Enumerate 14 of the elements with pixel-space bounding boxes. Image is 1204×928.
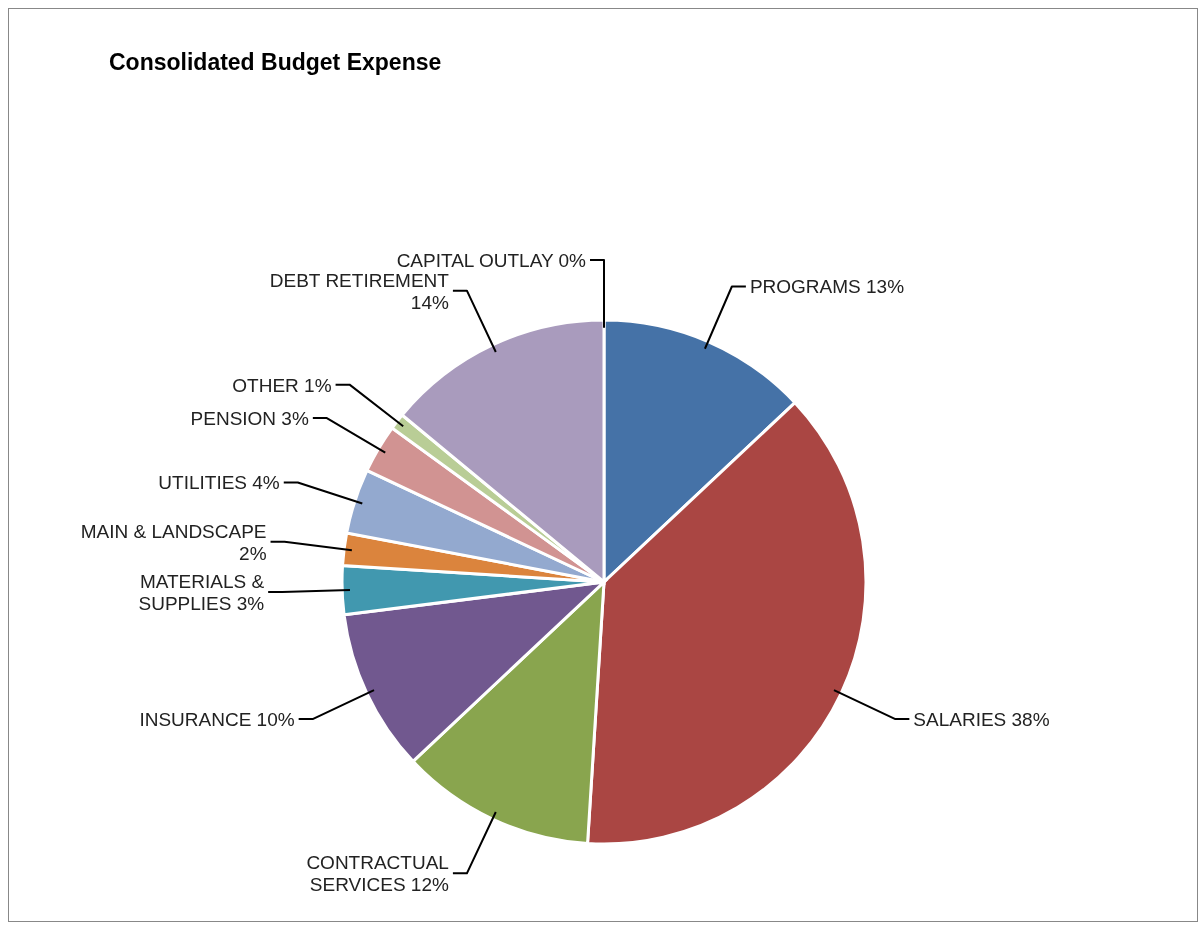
slice-label: SALARIES 38% — [913, 708, 1050, 730]
chart-title: Consolidated Budget Expense — [109, 49, 442, 76]
data-label: 14% — [410, 291, 449, 313]
slice-label: UTILITIES 4% — [158, 472, 280, 493]
slice-label: OTHER 1% — [232, 374, 332, 396]
slice-label: PENSION 3% — [190, 407, 309, 429]
slice-label: CONTRACTUAL SERVICES 12% — [306, 851, 449, 895]
slice-label: MATERIALS & SUPPLIES 3% — [138, 570, 265, 614]
slice-label: PROGRAMS 13% — [749, 275, 905, 297]
slice-label: MAIN & LANDSCAPE — [80, 520, 267, 542]
slice-label: INSURANCE 10% — [139, 708, 295, 730]
slice-label: DEBT RETIREMENT — [269, 269, 450, 291]
category-label: CAPITAL OUTLAY 0% — [396, 249, 586, 271]
data-label: 2% — [239, 542, 267, 564]
